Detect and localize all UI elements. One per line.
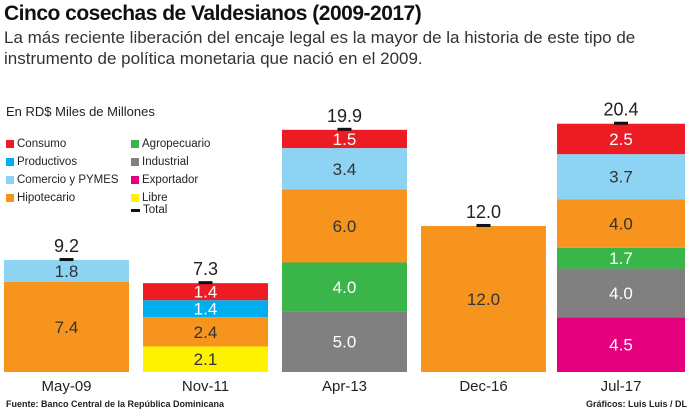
bar-segment-hipotecario (421, 225, 546, 372)
total-dash-icon (131, 208, 140, 212)
segment-value-label: 4.0 (609, 215, 633, 234)
legend-item: Comercio y PYMES (6, 174, 119, 186)
bar-segment-agropecuario (282, 262, 407, 312)
legend-item-total: Total (131, 204, 167, 216)
segment-value-label: 1.4 (194, 283, 218, 302)
segment-value-label: 5.0 (333, 333, 357, 352)
total-value-label: 12.0 (466, 202, 501, 222)
segment-value-label: 1.4 (194, 300, 218, 319)
segment-value-label: 1.5 (333, 130, 357, 149)
segment-value-label: 12.0 (467, 290, 500, 309)
bar-segment-comercio-y-pymes (4, 260, 129, 282)
source-note: Fuente: Banco Central de la República Do… (6, 399, 225, 409)
bar-segment-industrial (282, 311, 407, 372)
total-marker (337, 127, 352, 131)
total-marker (476, 223, 491, 227)
segment-value-label: 4.0 (609, 284, 633, 303)
bar-segment-consumo (282, 129, 407, 149)
legend-swatch (131, 140, 139, 148)
segment-value-label: 4.5 (609, 336, 633, 355)
segment-value-label: 2.4 (194, 323, 218, 342)
x-tick-label: Jul-17 (601, 378, 642, 395)
bar-segment-comercio-y-pymes (282, 148, 407, 190)
x-tick-label: Nov-11 (182, 378, 229, 395)
segment-value-label: 4.0 (333, 278, 357, 297)
total-value-label: 20.4 (603, 100, 638, 120)
bar-segment-comercio-y-pymes (557, 154, 685, 200)
legend-swatch (6, 194, 14, 202)
total-value-label: 7.3 (193, 259, 218, 279)
chart-title: Cinco cosechas de Valdesianos (2009-2017… (4, 2, 422, 25)
legend-swatch (131, 194, 139, 202)
bar-segment-consumo (557, 123, 685, 155)
bar-segment-agropecuario (557, 247, 685, 269)
bar-segment-consumo (143, 283, 268, 301)
segment-value-label: 6.0 (333, 217, 357, 236)
legend-item: Consumo (6, 138, 66, 150)
segment-value-label: 1.8 (55, 262, 79, 281)
legend-item: Hipotecario (6, 192, 75, 204)
total-value-label: 19.9 (327, 106, 362, 126)
segment-value-label: 3.4 (333, 160, 357, 179)
bar-segment-productivos (143, 300, 268, 318)
legend-label: Productivos (17, 156, 78, 168)
bar-segment-libre (143, 346, 268, 372)
legend-item: Libre (131, 192, 168, 204)
x-tick-label: May-09 (41, 378, 91, 395)
legend-label: Comercio y PYMES (17, 174, 119, 186)
credit-note: Gráficos: Luis Luis / DL (585, 399, 687, 409)
segment-value-label: 2.1 (194, 350, 218, 369)
segment-value-label: 1.7 (609, 249, 633, 268)
legend-label: Libre (142, 192, 168, 204)
legend-label: Agropecuario (142, 138, 211, 150)
legend-label: Exportador (142, 174, 199, 186)
segment-value-label: 2.5 (609, 130, 633, 149)
legend-item: Agropecuario (131, 138, 210, 150)
total-marker (59, 258, 74, 262)
legend-item: Productivos (6, 156, 77, 168)
legend-label: Consumo (17, 138, 67, 150)
segment-value-label: 3.7 (609, 168, 633, 187)
bar-segment-hipotecario (143, 317, 268, 347)
segment-value-label: 7.4 (55, 318, 79, 337)
legend-swatch (6, 176, 14, 184)
bar-segment-exportador (557, 317, 685, 372)
bar-segment-hipotecario (4, 281, 129, 372)
x-tick-label: Apr-13 (322, 378, 367, 395)
legend-label: Hipotecario (17, 192, 76, 204)
bar-segment-industrial (557, 268, 685, 318)
total-value-label: 9.2 (54, 236, 79, 256)
legend-item: Industrial (131, 156, 189, 168)
total-marker (614, 121, 628, 125)
bar-segment-hipotecario (557, 199, 685, 248)
legend-label: Industrial (142, 156, 189, 168)
chart-subtitle: La más reciente liberación del encaje le… (4, 28, 636, 68)
x-tick-label: Dec-16 (459, 378, 507, 395)
total-marker (198, 281, 213, 285)
bar-segment-hipotecario (282, 189, 407, 263)
legend-swatch (131, 176, 139, 184)
legend-label: Total (143, 204, 168, 216)
unit-label: En RD$ Miles de Millones (6, 104, 155, 119)
legend-swatch (6, 158, 14, 166)
legend-swatch (6, 140, 14, 148)
legend-swatch (131, 158, 139, 166)
legend-item: Exportador (131, 174, 198, 186)
